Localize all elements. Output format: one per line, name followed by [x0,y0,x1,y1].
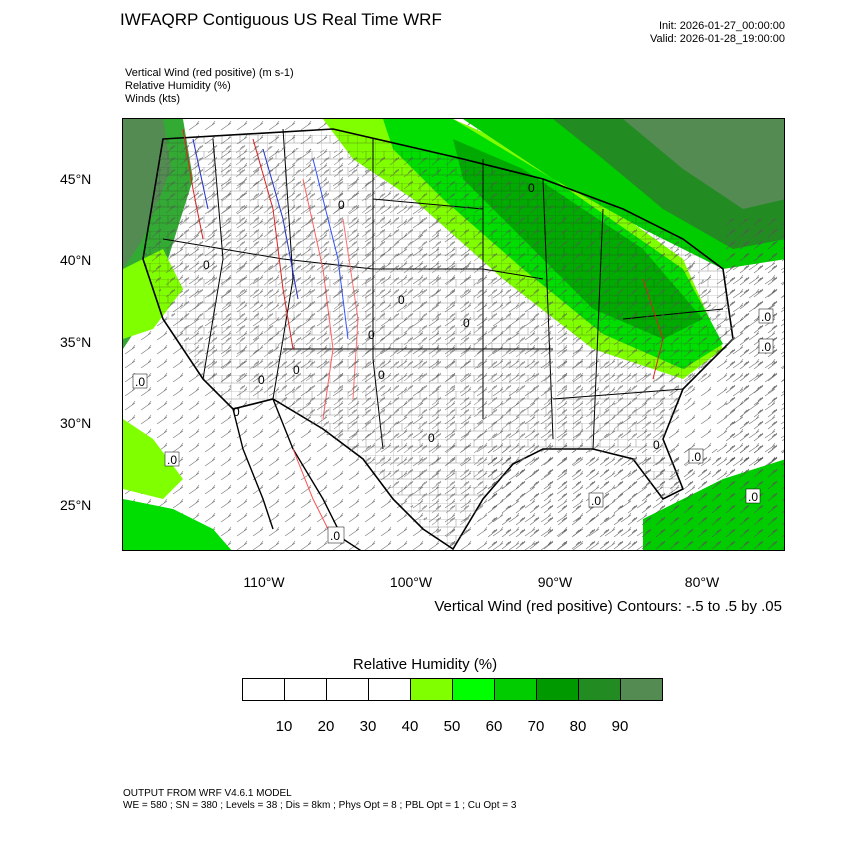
colorbar-swatch [368,678,411,701]
model-info: OUTPUT FROM WRF V4.6.1 MODEL [123,788,292,799]
init-time: Init: 2026-01-27_00:00:00 [659,20,785,32]
contour-zero-label: .0 [135,375,145,389]
field-vertical-wind: Vertical Wind (red positive) (m s-1) [125,67,294,79]
colorbar-tick-label: 30 [359,718,377,735]
svg-text:0: 0 [428,431,435,445]
svg-text:0: 0 [368,328,375,342]
colorbar-tick-label: 40 [401,718,419,735]
lon-label: 90°W [537,574,573,590]
rh-region-pacific [123,499,232,550]
colorbar-tick-label: 60 [485,718,503,735]
svg-text:0: 0 [338,198,345,212]
contour-zero-label: .0 [748,490,758,504]
lat-label: 30°N [60,415,92,431]
field-winds: Winds (kts) [125,93,180,105]
svg-text:0: 0 [398,293,405,307]
map-canvas: .0 .0 .0 .0 .0 .0 .0 .0 0 0 0 0 0 0 0 0 0 0 0 0 [123,119,784,550]
colorbar-swatch [620,678,663,701]
colorbar-tick-label: 20 [317,718,335,735]
contour-zero-label: .0 [761,310,771,324]
colorbar-swatch [536,678,579,701]
svg-text:0: 0 [653,438,660,452]
valid-time: Valid: 2026-01-28_19:00:00 [650,33,785,45]
field-relative-humidity: Relative Humidity (%) [125,80,231,92]
svg-text:0: 0 [463,316,470,330]
contour-zero-label: .0 [761,340,771,354]
colorbar-tick-label: 70 [527,718,545,735]
colorbar-tick-label: 80 [569,718,587,735]
colorbar-tick-label: 50 [443,718,461,735]
lon-label: 110°W [243,574,285,590]
colorbar-swatch [242,678,285,701]
lat-label: 35°N [60,334,92,350]
lon-label: 80°W [684,574,720,590]
svg-text:0: 0 [528,181,535,195]
colorbar-swatch [578,678,621,701]
colorbar-swatch [452,678,495,701]
weather-map: .0 .0 .0 .0 .0 .0 .0 .0 0 0 0 0 0 0 0 0 0 0 0 0 [122,118,785,551]
contour-zero-label: .0 [591,494,601,508]
contour-zero-label: .0 [167,453,177,467]
colorbar-tick-label: 90 [611,718,629,735]
lat-label: 40°N [60,252,92,268]
lat-label: 25°N [60,497,92,513]
contour-zero-label: .0 [330,529,340,543]
page-title: IWFAQRP Contiguous US Real Time WRF [120,10,442,29]
colorbar-swatch [410,678,453,701]
colorbar-swatch [494,678,537,701]
colorbar-tick-label: 10 [275,718,293,735]
colorbar-swatch [284,678,327,701]
model-config: WE = 580 ; SN = 380 ; Levels = 38 ; Dis … [123,800,517,811]
svg-text:0: 0 [293,363,300,377]
contour-zero-label: .0 [691,450,701,464]
rh-colorbar [242,678,665,707]
svg-text:0: 0 [233,405,240,419]
svg-text:0: 0 [258,373,265,387]
lat-label: 45°N [60,171,92,187]
svg-text:0: 0 [378,368,385,382]
colorbar-swatches [242,678,663,701]
lon-label: 100°W [389,574,433,590]
contour-note: Vertical Wind (red positive) Contours: -… [434,598,782,615]
colorbar-title: Relative Humidity (%) [352,656,498,673]
svg-text:0: 0 [203,258,210,272]
colorbar-swatch [326,678,369,701]
